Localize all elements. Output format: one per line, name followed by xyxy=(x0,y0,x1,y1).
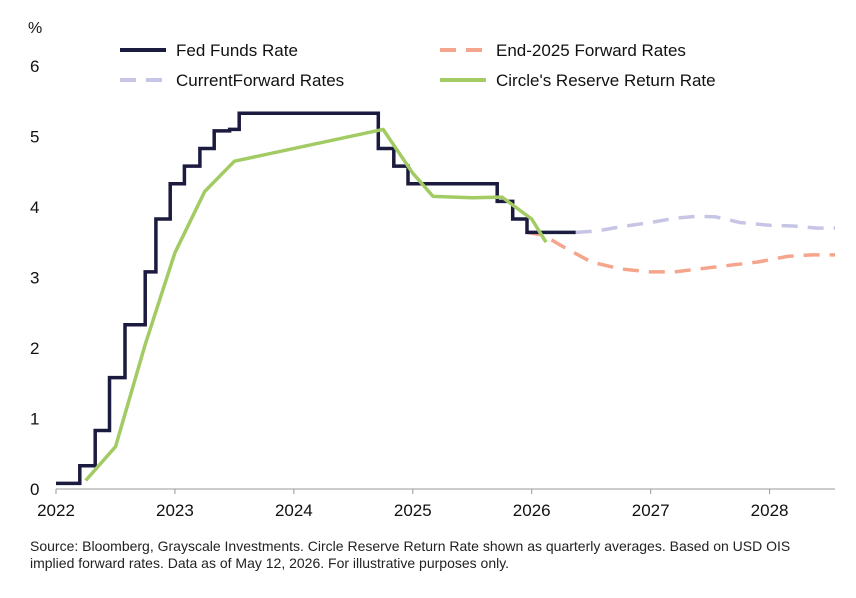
y-tick-label: 4 xyxy=(30,198,39,217)
legend-label: CurrentForward Rates xyxy=(176,71,344,90)
series-line-circle-s-reserve-return-rate xyxy=(84,127,548,482)
y-tick-label: 2 xyxy=(30,339,39,358)
x-tick-label: 2023 xyxy=(156,501,194,520)
y-axis-unit-label: % xyxy=(28,20,42,37)
x-tick-label: 2028 xyxy=(751,501,789,520)
legend-label: Circle's Reserve Return Rate xyxy=(496,71,716,90)
x-tick-label: 2027 xyxy=(632,501,670,520)
x-tick-label: 2025 xyxy=(394,501,432,520)
y-tick-label: 6 xyxy=(30,57,39,76)
x-tick-label: 2022 xyxy=(37,501,75,520)
y-tick-label: 5 xyxy=(30,128,39,147)
y-tick-label: 1 xyxy=(30,410,39,429)
source-note: Source: Bloomberg, Grayscale Investments… xyxy=(30,538,791,571)
series-line-currentforward-rates xyxy=(575,214,835,235)
legend-label: End-2025 Forward Rates xyxy=(496,41,686,60)
series-line-fed-funds-rate xyxy=(56,111,576,486)
x-tick-label: 2024 xyxy=(275,501,313,520)
y-tick-label: 0 xyxy=(30,480,39,499)
chart: % 0 1 2 3 4 5 6 2022 2023 2024 2025 2026 2027 2028 F… xyxy=(28,20,835,520)
legend-label: Fed Funds Rate xyxy=(176,41,298,60)
x-axis-ticks: 2022 2023 2024 2025 2026 2027 2028 xyxy=(37,489,789,520)
series-layer xyxy=(56,111,835,486)
x-tick-label: 2026 xyxy=(513,501,551,520)
y-tick-label: 3 xyxy=(30,269,39,288)
legend: Fed Funds Rate End-2025 Forward Rates Curr… xyxy=(120,41,716,90)
series-line-end-2025-forward-rates xyxy=(526,230,835,274)
y-axis-ticks: 0 1 2 3 4 5 6 xyxy=(30,57,39,499)
